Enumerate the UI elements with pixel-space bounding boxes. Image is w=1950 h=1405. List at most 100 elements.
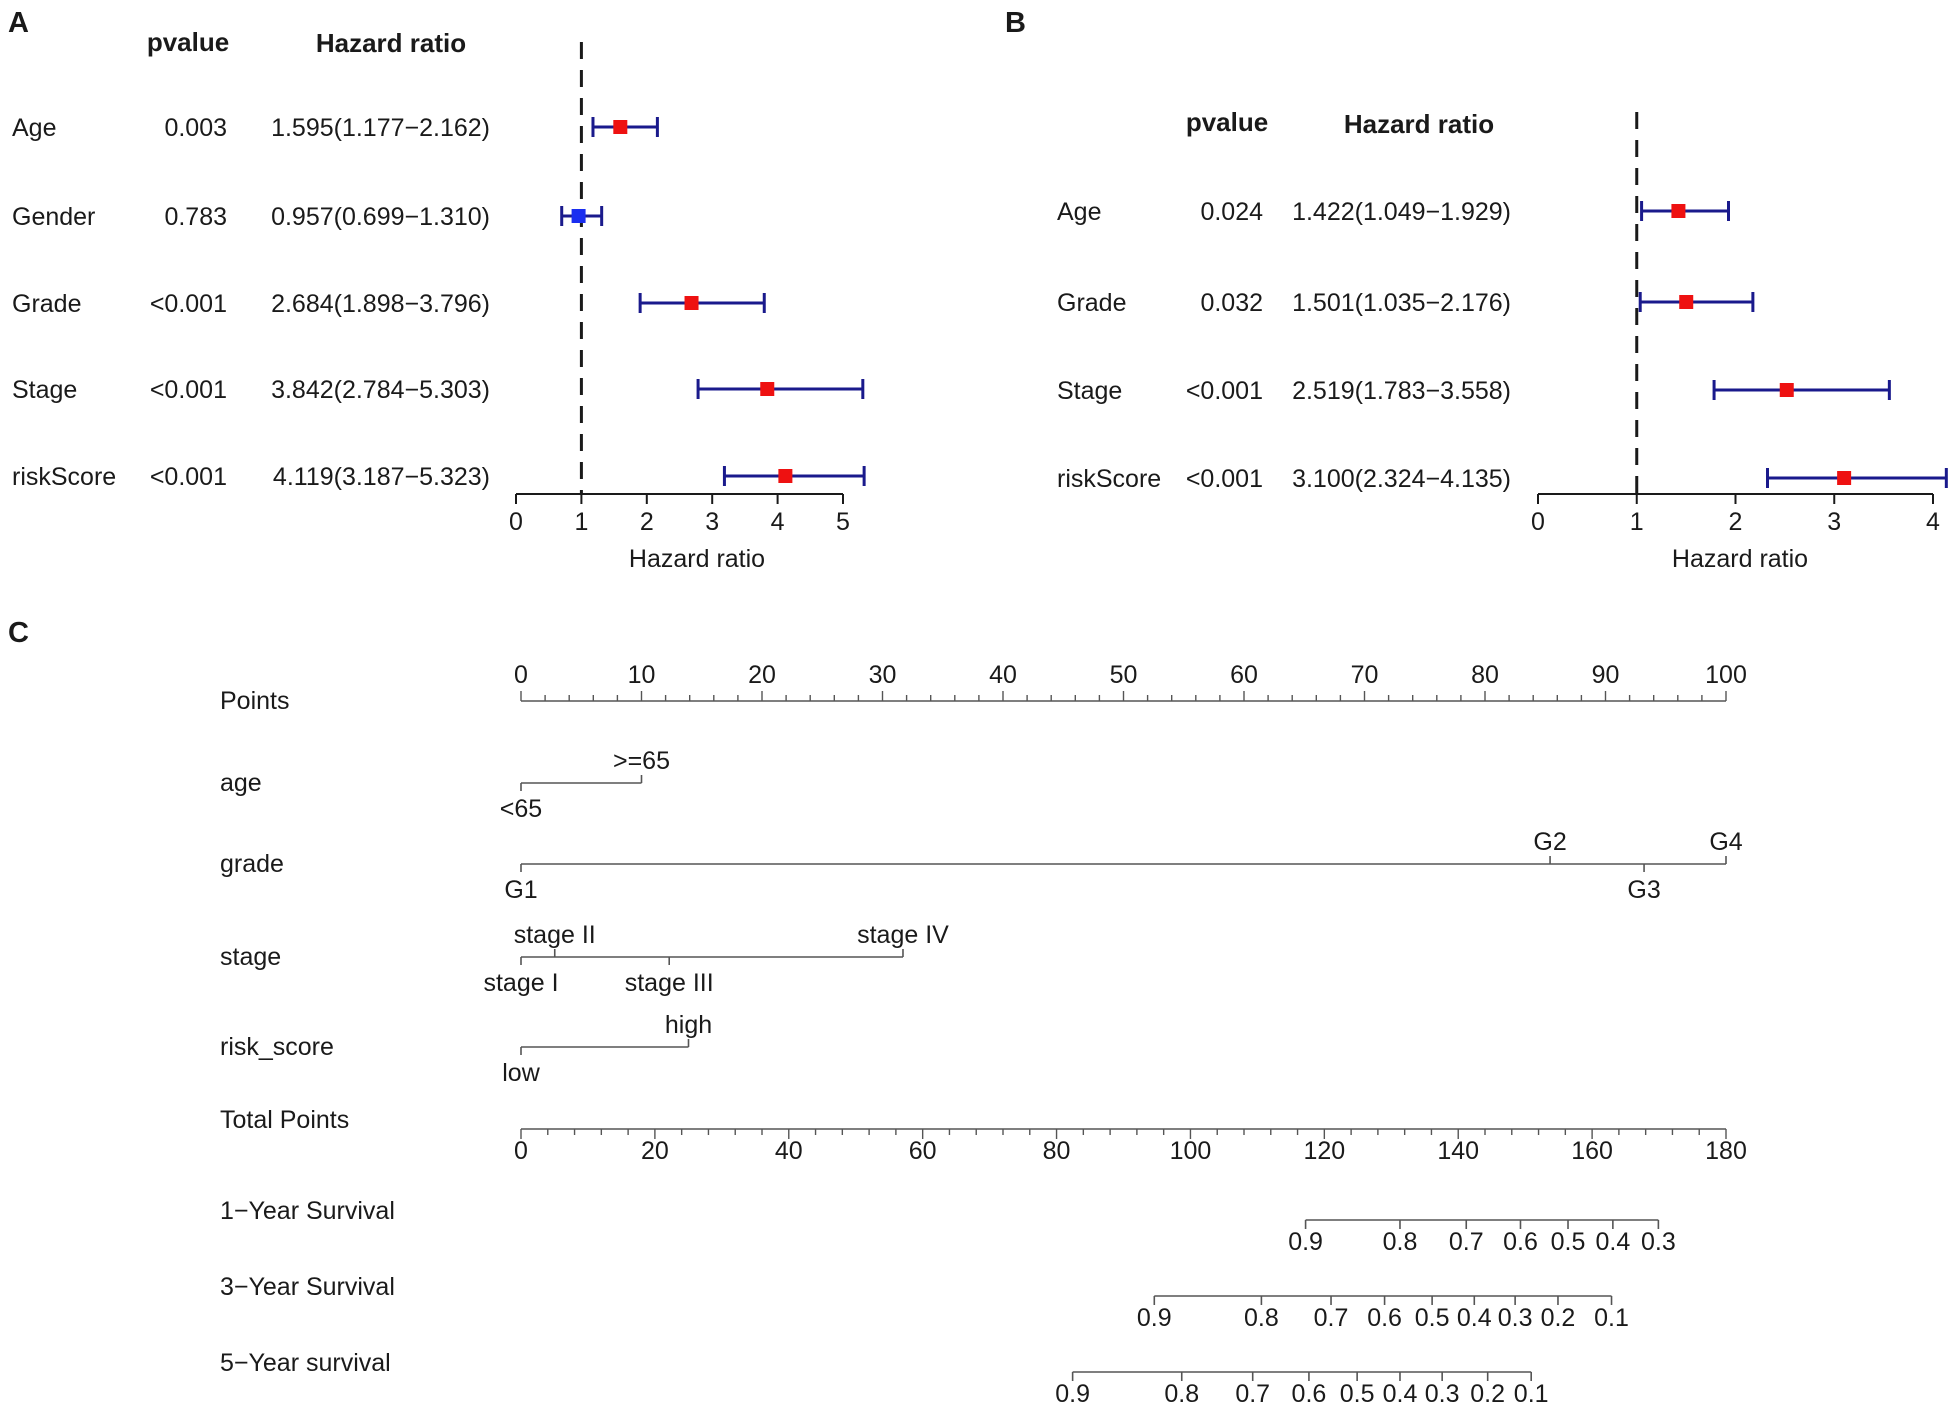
nomogram-survival-tick-label: 0.1	[1514, 1380, 1549, 1405]
forest-a-point-riskscore	[778, 469, 793, 483]
nomogram-points-tick-label: 100	[1705, 661, 1747, 689]
forest-b-hr-text: 1.501(1.035−2.176)	[1292, 289, 1511, 317]
forest-a-hr-text: 4.119(3.187−5.323)	[273, 463, 490, 491]
nomogram-age-label: age	[220, 769, 262, 797]
forest-b-point-riskscore	[1837, 471, 1852, 485]
forest-b-pvalue: <0.001	[1186, 377, 1263, 405]
forest-a-row-label: Age	[12, 114, 56, 142]
forest-a-point-age	[613, 120, 628, 134]
forest-b-x-tick-label: 2	[1729, 508, 1743, 536]
nomogram-points-tick-label: 10	[628, 661, 656, 689]
forest-b-row-label: Age	[1057, 198, 1101, 226]
nomogram-points-label: Points	[220, 687, 289, 715]
nomogram-points-tick-label: 30	[869, 661, 897, 689]
nomogram-age-level-label: >=65	[613, 747, 670, 775]
nomogram-points-tick-label: 0	[514, 661, 528, 689]
forest-a-x-axis-title: Hazard ratio	[629, 545, 765, 573]
nomogram-survival-tick-label: 0.8	[1383, 1228, 1418, 1256]
forest-b-x-tick-label: 4	[1926, 508, 1940, 536]
nomogram-survival-tick-label: 0.1	[1594, 1304, 1629, 1332]
forest-b-point-age	[1671, 204, 1686, 218]
nomogram-stage-level-label: stage II	[514, 921, 596, 949]
nomogram-total-points-tick-label: 80	[1043, 1137, 1071, 1165]
forest-a-pvalue: 0.783	[164, 203, 227, 231]
forest-a-hr-text: 0.957(0.699−1.310)	[271, 203, 490, 231]
forest-plot-a: Age 0.003 1.595(1.177−2.162) Gender 0.783 0.9…	[12, 42, 866, 573]
nomogram-survival-tick-label: 0.6	[1292, 1380, 1327, 1405]
forest-b-point-stage	[1779, 383, 1794, 397]
forest-b-hr-text: 2.519(1.783−3.558)	[1292, 377, 1511, 405]
nomogram-total-points-tick-label: 180	[1705, 1137, 1747, 1165]
forest-a-pvalue: <0.001	[150, 463, 227, 491]
forest-b-x-tick-label: 0	[1531, 508, 1545, 536]
nomogram-survival-tick-label: 0.2	[1541, 1304, 1576, 1332]
forest-a-row-label: Gender	[12, 203, 95, 231]
nomogram-survival-label: 1−Year Survival	[220, 1197, 395, 1225]
nomogram-points-tick-label: 40	[989, 661, 1017, 689]
forest-b-x-tick-label: 1	[1630, 508, 1644, 536]
forest-a-point-stage	[760, 382, 775, 396]
forest-b-row-label: Stage	[1057, 377, 1122, 405]
nomogram-total-points-label: Total Points	[220, 1106, 349, 1134]
nomogram-survival-tick-label: 0.5	[1340, 1380, 1375, 1405]
nomogram: Points 0 10 20 30 40 50 60 70 80 90 100 age <65 >=65 gr…	[220, 661, 1747, 1405]
nomogram-grade-level-label: G3	[1627, 876, 1660, 904]
nomogram-points-tick-label: 90	[1592, 661, 1620, 689]
forest-b-hr-text: 1.422(1.049−1.929)	[1292, 198, 1511, 226]
forest-a-pvalue: <0.001	[150, 290, 227, 318]
forest-a-hr-text: 1.595(1.177−2.162)	[271, 114, 490, 142]
nomogram-stage-level-label: stage I	[483, 969, 558, 997]
nomogram-survival-tick-label: 0.3	[1498, 1304, 1533, 1332]
nomogram-survival-tick-label: 0.8	[1244, 1304, 1279, 1332]
forest-b-point-grade	[1679, 295, 1694, 309]
nomogram-survival-tick-label: 0.3	[1425, 1380, 1460, 1405]
nomogram-grade-level-label: G1	[504, 876, 537, 904]
nomogram-stage-level-label: stage III	[625, 969, 714, 997]
nomogram-grade-level-label: G2	[1533, 828, 1566, 856]
nomogram-total-points-tick-label: 40	[775, 1137, 803, 1165]
forest-a-x-tick-label: 3	[705, 508, 719, 536]
nomogram-survival-tick-label: 0.4	[1457, 1304, 1492, 1332]
nomogram-survival-tick-label: 0.8	[1164, 1380, 1199, 1405]
nomogram-total-points-tick-label: 60	[909, 1137, 937, 1165]
nomogram-grade-label: grade	[220, 850, 284, 878]
nomogram-survival-tick-label: 0.6	[1503, 1228, 1538, 1256]
forest-b-pvalue: <0.001	[1186, 465, 1263, 493]
panel-b-hr-header: Hazard ratio	[1344, 109, 1494, 139]
nomogram-points-tick-label: 20	[748, 661, 776, 689]
nomogram-total-points-tick-label: 100	[1170, 1137, 1212, 1165]
nomogram-survival-tick-label: 0.7	[1314, 1304, 1349, 1332]
forest-a-point-grade	[684, 296, 699, 310]
nomogram-points-tick-label: 70	[1351, 661, 1379, 689]
forest-a-hr-text: 2.684(1.898−3.796)	[271, 290, 490, 318]
nomogram-risk_score-label: risk_score	[220, 1033, 334, 1061]
forest-a-x-tick-label: 0	[509, 508, 523, 536]
nomogram-survival-tick-label: 0.5	[1415, 1304, 1450, 1332]
nomogram-total-points-tick-label: 0	[514, 1137, 528, 1165]
forest-b-row-label: riskScore	[1057, 465, 1161, 493]
forest-b-row-label: Grade	[1057, 289, 1126, 317]
forest-a-row-label: Grade	[12, 290, 81, 318]
nomogram-survival-tick-label: 0.9	[1055, 1380, 1090, 1405]
forest-a-x-tick-label: 4	[771, 508, 785, 536]
nomogram-survival-label: 3−Year Survival	[220, 1273, 395, 1301]
nomogram-survival-tick-label: 0.6	[1367, 1304, 1402, 1332]
nomogram-risk_score-level-label: high	[665, 1011, 712, 1039]
forest-a-point-gender	[571, 209, 586, 223]
forest-b-pvalue: 0.032	[1200, 289, 1263, 317]
nomogram-survival-tick-label: 0.7	[1235, 1380, 1270, 1405]
nomogram-survival-tick-label: 0.9	[1137, 1304, 1172, 1332]
nomogram-age-level-label: <65	[500, 795, 542, 823]
nomogram-survival-tick-label: 0.4	[1595, 1228, 1630, 1256]
nomogram-total-points-tick-label: 160	[1571, 1137, 1613, 1165]
forest-a-pvalue: <0.001	[150, 376, 227, 404]
nomogram-grade-level-label: G4	[1709, 828, 1742, 856]
nomogram-total-points-tick-label: 120	[1303, 1137, 1345, 1165]
nomogram-survival-tick-label: 0.9	[1288, 1228, 1323, 1256]
panel-b-letter: B	[1005, 7, 1026, 39]
nomogram-stage-level-label: stage IV	[857, 921, 949, 949]
nomogram-survival-tick-label: 0.7	[1449, 1228, 1484, 1256]
panel-c-letter: C	[8, 617, 29, 649]
nomogram-total-points-tick-label: 140	[1437, 1137, 1479, 1165]
